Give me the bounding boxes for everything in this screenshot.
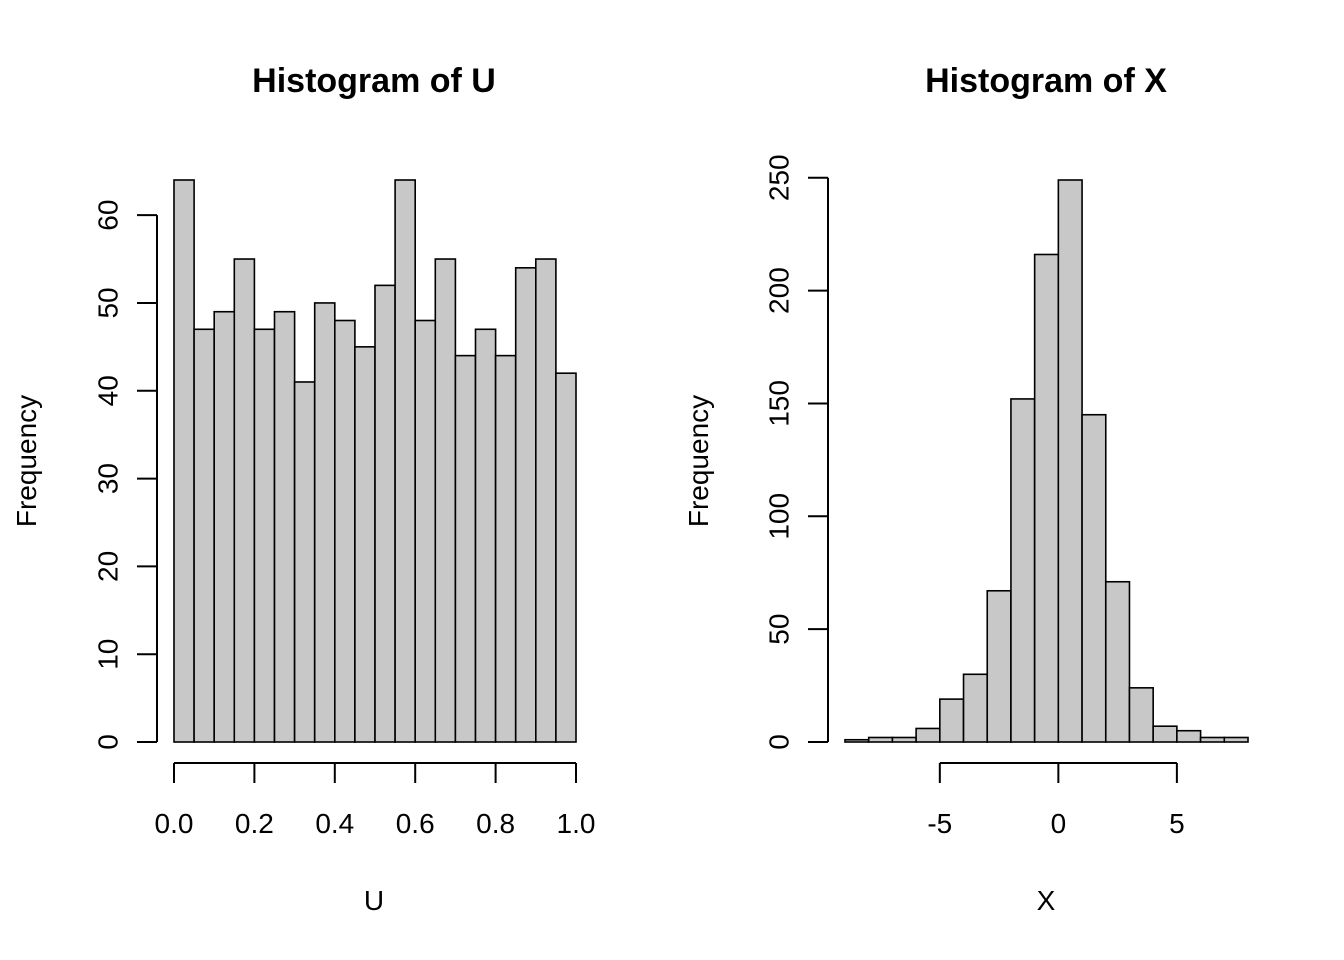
histogram-bar	[1081, 413, 1107, 743]
histogram-bar	[939, 698, 965, 743]
histogram-bar	[233, 258, 256, 743]
chart-title: Histogram of X	[925, 62, 1167, 100]
y-tick-label: 50	[763, 614, 794, 645]
y-tick-label: 20	[92, 551, 123, 582]
x-axis-title: U	[364, 885, 384, 916]
histogram-bar	[273, 310, 296, 743]
y-tick-label: 250	[763, 154, 794, 201]
histogram-bar	[891, 736, 917, 743]
histogram-bar	[474, 328, 497, 743]
y-tick-label: 150	[763, 380, 794, 427]
histogram-bar	[962, 673, 989, 743]
histogram-bar	[1176, 729, 1202, 743]
x-axis: -5 0 5	[927, 762, 1185, 839]
histogram-bar	[1057, 179, 1083, 743]
y-tick-label: 0	[92, 734, 123, 750]
chart-title: Histogram of U	[252, 62, 496, 100]
histogram-bar	[213, 310, 236, 743]
x-tick-label: 0	[1051, 808, 1067, 839]
histogram-bar	[514, 267, 537, 743]
histogram-bar	[394, 179, 417, 743]
y-tick-label: 10	[92, 639, 123, 670]
y-axis: 0 50 100 150 200 250	[763, 154, 829, 750]
histogram-bar	[253, 328, 276, 743]
histogram-bar	[1152, 725, 1178, 743]
histogram-bar	[1104, 580, 1131, 743]
histogram-bar	[1223, 736, 1249, 743]
histogram-bar	[193, 328, 216, 743]
x-tick-label: 0.0	[155, 808, 194, 839]
histogram-bar	[986, 589, 1012, 743]
x-tick-label: 0.2	[235, 808, 274, 839]
histogram-bar	[333, 319, 356, 743]
y-tick-label: 100	[763, 493, 794, 540]
histogram-bar	[555, 372, 577, 743]
y-axis-title: Frequency	[11, 395, 42, 527]
histogram-u-panel: Histogram of U U Frequency 0.0 0.2 0.4 0.6 0…	[11, 62, 595, 916]
histogram-x-panel: Histogram of X X Frequency -5 0 5 0 50 100 15…	[683, 62, 1249, 916]
x-tick-label: 1.0	[557, 808, 596, 839]
histogram-bar	[173, 179, 195, 743]
histogram-bar	[534, 258, 557, 743]
x-axis: 0.0 0.2 0.4 0.6 0.8 1.0	[155, 762, 596, 839]
histogram-bar	[1033, 253, 1060, 743]
histogram-bar	[414, 319, 437, 743]
x-axis-title: X	[1037, 885, 1056, 916]
y-tick-label: 0	[763, 734, 794, 750]
y-tick-label: 200	[763, 267, 794, 314]
histogram-bar	[1128, 687, 1154, 743]
histogram-bar	[374, 284, 396, 743]
y-tick-label: 60	[92, 200, 123, 231]
histogram-bar	[293, 381, 316, 743]
y-tick-label: 50	[92, 287, 123, 318]
bars-group	[173, 179, 577, 743]
y-axis: 0 10 20 30 40 50 60	[92, 200, 158, 750]
histogram-bar	[867, 736, 894, 743]
x-tick-label: -5	[927, 808, 952, 839]
x-tick-label: 0.6	[396, 808, 435, 839]
histogram-bar	[494, 354, 517, 743]
y-tick-label: 40	[92, 375, 123, 406]
x-tick-label: 0.4	[315, 808, 354, 839]
x-tick-label: 0.8	[476, 808, 515, 839]
histogram-bar	[434, 258, 457, 743]
y-tick-label: 30	[92, 463, 123, 494]
histogram-bar	[844, 738, 870, 743]
histogram-bar	[454, 354, 477, 743]
y-axis-title: Frequency	[683, 395, 714, 527]
histogram-bar	[915, 727, 941, 743]
x-tick-label: 5	[1169, 808, 1185, 839]
histogram-bar	[313, 302, 336, 743]
histogram-bar	[354, 346, 376, 743]
bars-group	[844, 179, 1249, 743]
histogram-bar	[1199, 736, 1226, 743]
histogram-bar	[1010, 398, 1036, 743]
